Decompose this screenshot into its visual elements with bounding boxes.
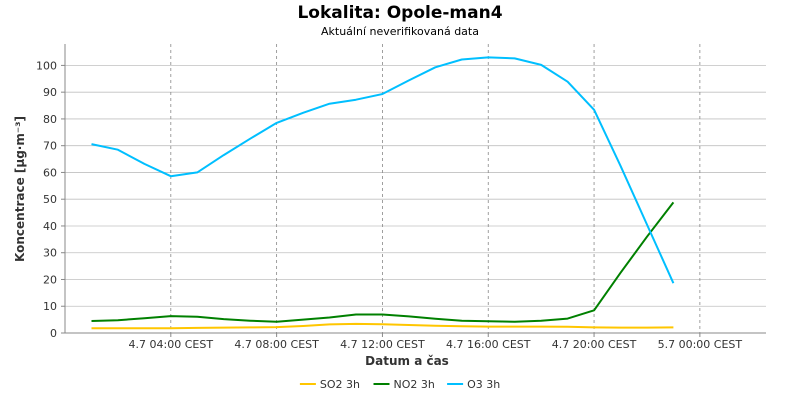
x-tick-labels: 4.7 04:00 CEST 4.7 08:00 CEST 4.7 12:00 CE… <box>129 338 743 351</box>
y-tick-labels: 0 10 20 30 40 50 60 70 80 90 100 <box>36 59 57 340</box>
y-tick-label: 40 <box>43 220 57 233</box>
y-tick-label: 60 <box>43 166 57 179</box>
legend-label-2: O3 3h <box>467 378 500 391</box>
series-line-1 <box>91 201 675 323</box>
series-lines <box>91 56 675 330</box>
y-tick-label: 90 <box>43 86 57 99</box>
series-line-2 <box>91 56 675 284</box>
legend-label-0: SO2 3h <box>320 378 360 391</box>
x-tick-label: 4.7 16:00 CEST <box>446 338 531 351</box>
chart-title: Lokalita: Opole-man4 <box>297 3 502 23</box>
legend-label-1: NO2 3h <box>394 378 435 391</box>
y-tick-label: 70 <box>43 140 57 153</box>
y-tick-label: 50 <box>43 193 57 206</box>
y-tick-label: 10 <box>43 300 57 313</box>
y-tick-label: 80 <box>43 113 57 126</box>
x-tick-label: 4.7 08:00 CEST <box>234 338 319 351</box>
x-tick-label: 4.7 20:00 CEST <box>552 338 637 351</box>
legend: SO2 3h NO2 3h O3 3h <box>299 378 500 391</box>
y-tick-label: 20 <box>43 273 57 286</box>
chart-subtitle: Aktuální neverifikovaná data <box>321 25 479 38</box>
plot-area <box>65 44 766 333</box>
y-axis-title: Koncentrace [µg·m⁻³] <box>13 116 27 262</box>
y-tick-label: 0 <box>50 327 57 340</box>
x-tick-label: 5.7 00:00 CEST <box>658 338 743 351</box>
x-tick-label: 4.7 12:00 CEST <box>340 338 425 351</box>
x-axis-title: Datum a čas <box>365 354 449 368</box>
grid-lines <box>61 44 766 337</box>
axes <box>64 44 766 334</box>
x-tick-label: 4.7 04:00 CEST <box>129 338 214 351</box>
series-line-0 <box>91 322 674 330</box>
y-tick-label: 30 <box>43 247 57 260</box>
y-tick-label: 100 <box>36 59 57 72</box>
